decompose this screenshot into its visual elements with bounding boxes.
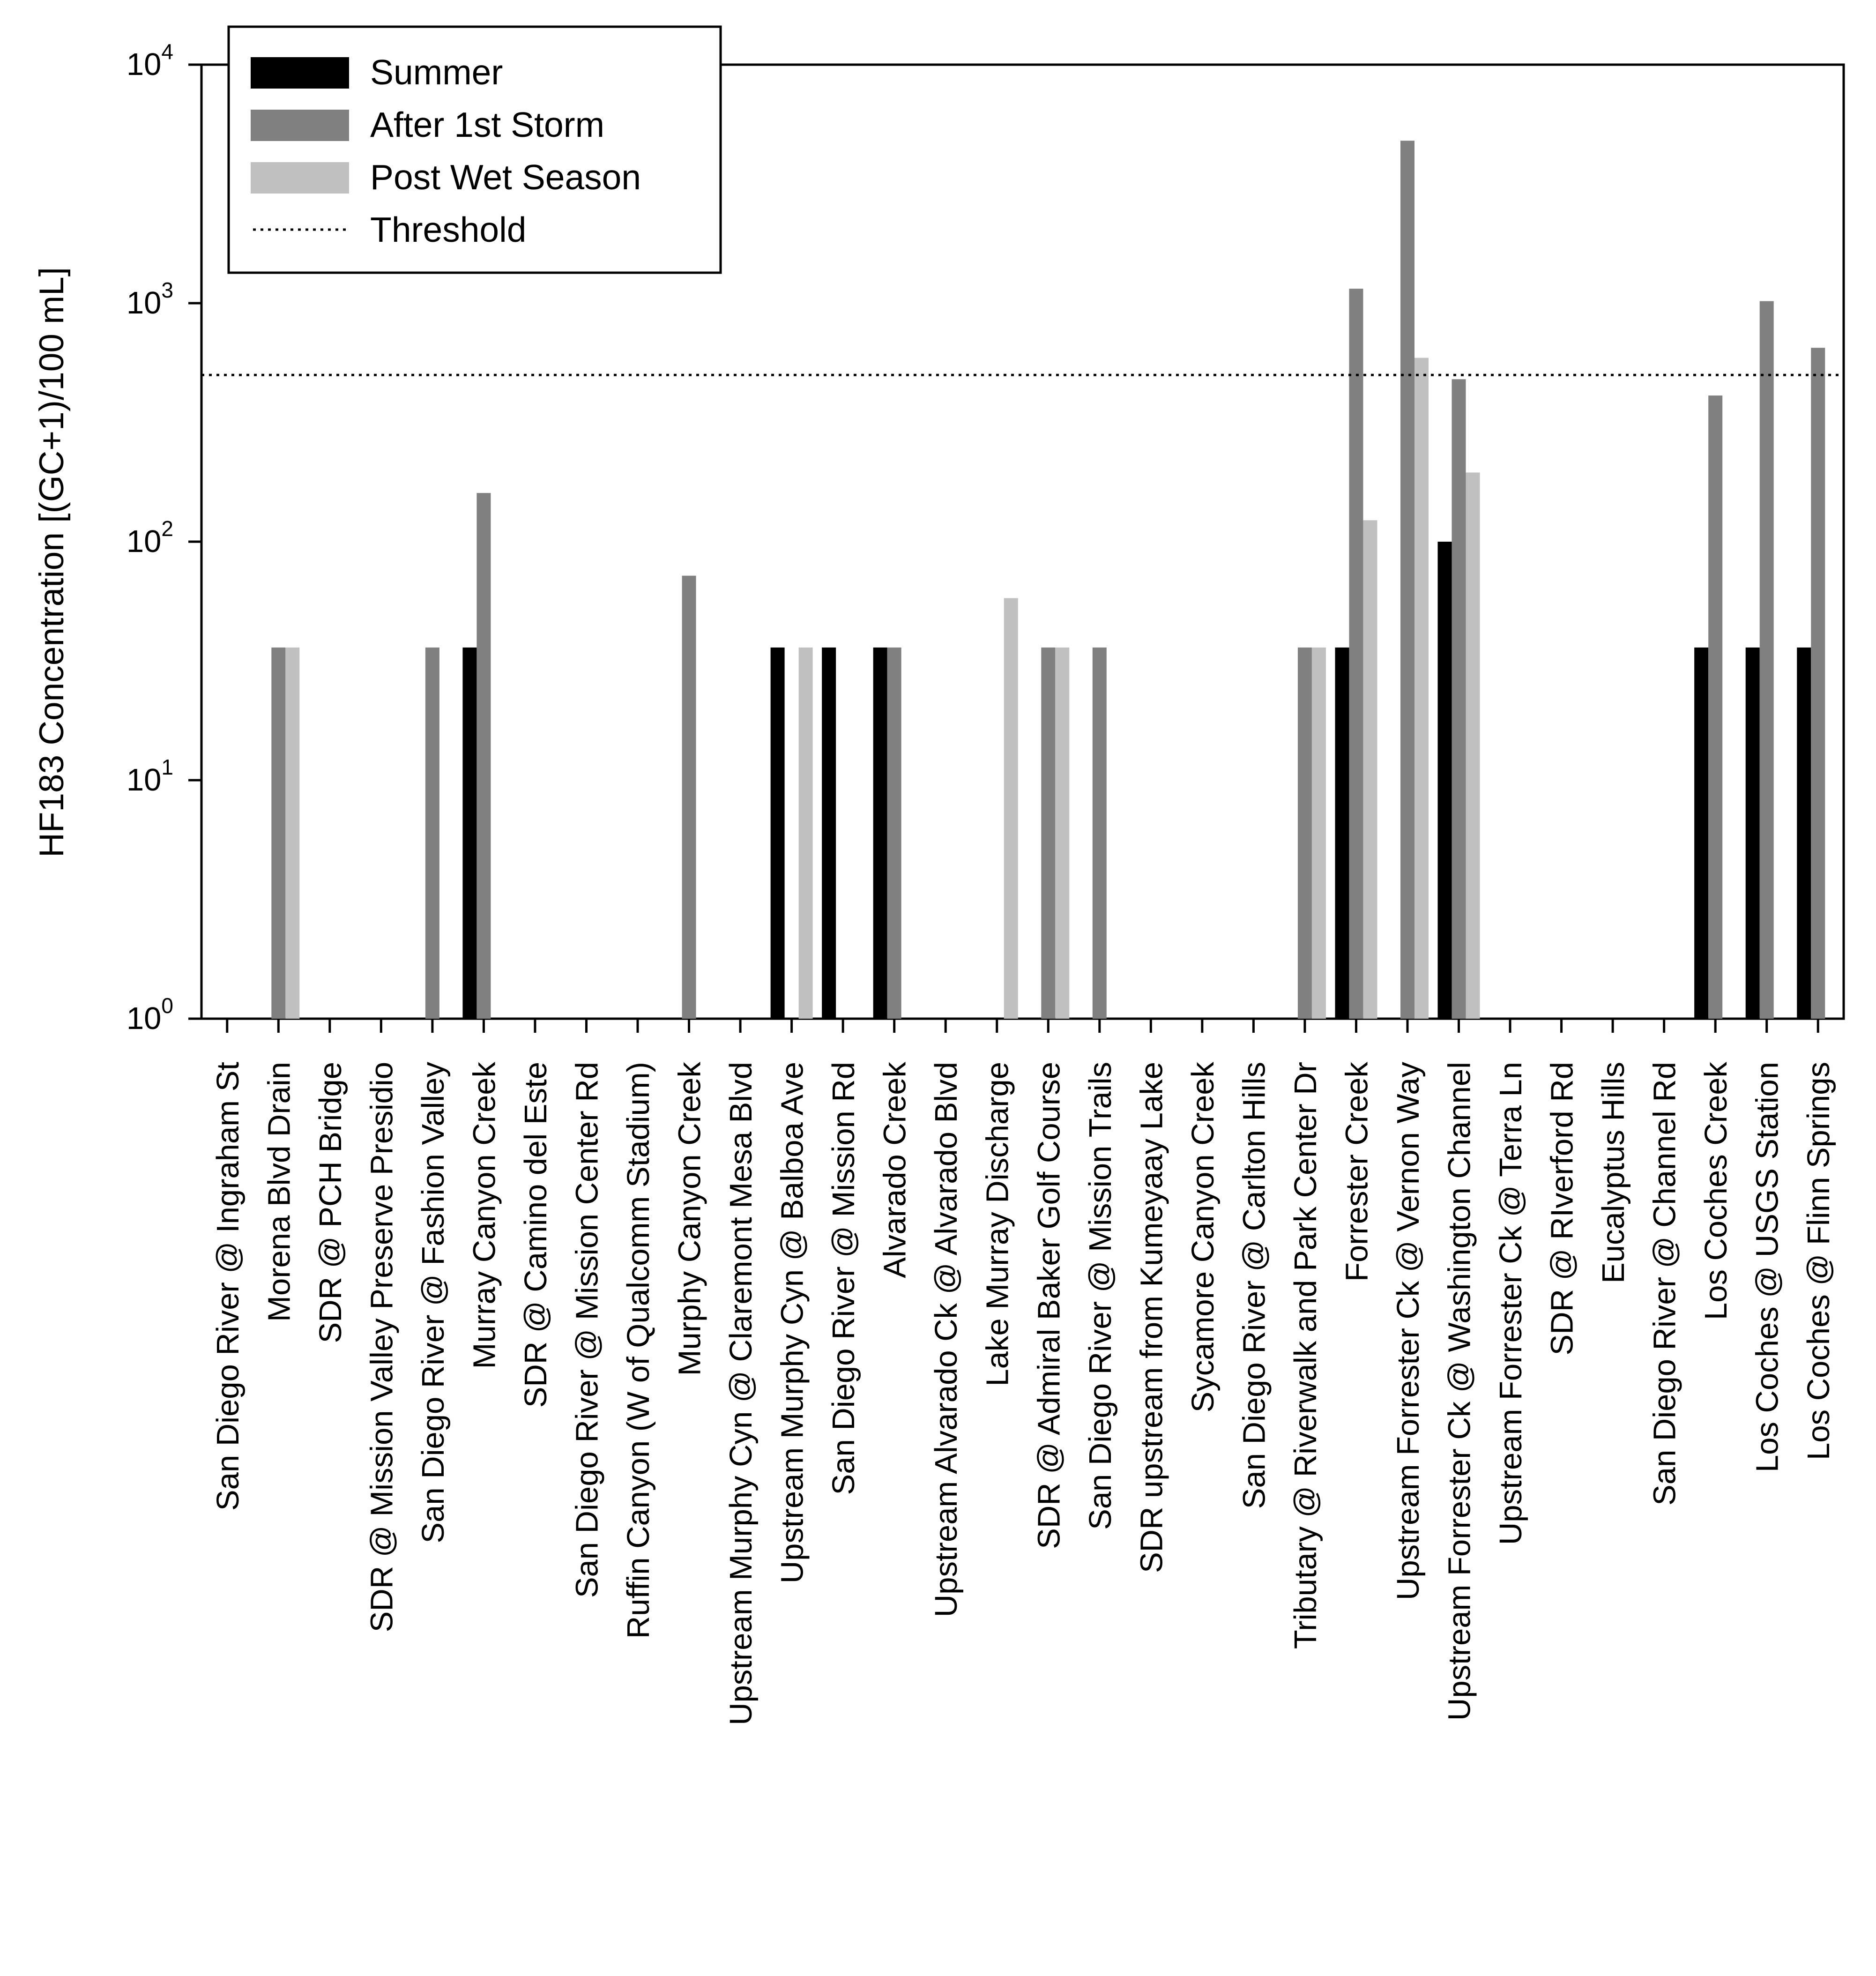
axes-layer: 100 101 102 103 104	[127, 39, 1845, 1036]
x-category-label: Murray Canyon Creek	[467, 1062, 502, 1369]
bar-post-wet-season	[1363, 520, 1377, 1019]
x-category-label: SDR upstream from Kumeyaay Lake	[1134, 1062, 1169, 1573]
legend-label-summer: Summer	[370, 52, 503, 92]
x-category-label: SDR @ PCH Bridge	[313, 1062, 348, 1343]
bar-summer	[770, 647, 785, 1019]
bar-after-1st-storm	[1092, 647, 1107, 1019]
x-category-label: San Diego River @ Mission Center Rd	[569, 1062, 604, 1598]
x-category-label: Upstream Forrester Ck @ Vernon Way	[1391, 1062, 1426, 1601]
legend-label-after-1st-storm: After 1st Storm	[370, 105, 604, 144]
y-tick-label: 100	[127, 993, 173, 1036]
x-category-label: San Diego River @ Ingraham St	[210, 1062, 246, 1511]
bar-after-1st-storm	[476, 493, 491, 1019]
y-tick-label: 104	[127, 39, 173, 82]
bar-summer	[1694, 647, 1709, 1019]
x-category-label: SDR @ RIverford Rd	[1545, 1062, 1580, 1356]
x-category-label: Alvarado Creek	[878, 1062, 913, 1278]
legend-swatch-after-1st-storm	[251, 110, 349, 141]
y-tick-label: 101	[127, 755, 173, 798]
x-category-label: San Diego River @ Mission Rd	[826, 1062, 861, 1495]
x-category-label: San Diego River @ Fashion Valley	[416, 1062, 451, 1544]
x-category-label: Tributary @ Riverwalk and Park Center Dr	[1288, 1062, 1323, 1649]
bar-post-wet-season	[1414, 358, 1429, 1019]
bar-summer	[873, 647, 887, 1019]
bar-after-1st-storm	[425, 647, 439, 1019]
bar-after-1st-storm	[887, 647, 901, 1019]
x-category-label: Forrester Creek	[1339, 1062, 1374, 1282]
x-category-label: Morena Blvd Drain	[261, 1062, 297, 1322]
x-category-label: Los Coches @ USGS Station	[1750, 1062, 1785, 1472]
x-category-label: Upstream Murphy Cyn @ Balboa Ave	[775, 1062, 810, 1583]
bar-after-1st-storm	[1708, 395, 1723, 1019]
bar-summer	[462, 647, 477, 1019]
x-category-label: SDR @ Mission Valley Preserve Presidio	[364, 1062, 399, 1632]
bar-summer	[1745, 647, 1760, 1019]
bar-after-1st-storm	[1297, 647, 1312, 1019]
bar-after-1st-storm	[1759, 301, 1774, 1019]
x-category-label: Lake Murray Discharge	[980, 1062, 1015, 1387]
x-category-label: Upstream Murphy Cyn @ Claremont Mesa Blv…	[723, 1062, 759, 1725]
bar-summer	[1437, 542, 1452, 1019]
x-category-label: SDR @ Camino del Este	[518, 1062, 553, 1408]
bar-post-wet-season	[798, 647, 813, 1019]
legend-label-post-wet-season: Post Wet Season	[370, 157, 641, 197]
legend-label-threshold: Threshold	[370, 210, 527, 249]
legend-swatch-post-wet-season	[251, 162, 349, 194]
category-labels-layer: San Diego River @ Ingraham St Morena Blvd…	[210, 1062, 1836, 1725]
y-axis-title: HF183 Concentration [(GC+1)/100 mL]	[33, 267, 71, 858]
bar-after-1st-storm	[682, 575, 696, 1019]
x-category-label: Ruffin Canyon (W of Qualcomm Stadium)	[621, 1062, 656, 1639]
bar-after-1st-storm	[1811, 348, 1825, 1019]
bar-post-wet-season	[1311, 647, 1326, 1019]
x-category-label: San Diego River @ Channel Rd	[1647, 1062, 1682, 1506]
bar-after-1st-storm	[1041, 647, 1056, 1019]
bar-post-wet-season	[1055, 647, 1070, 1019]
bar-post-wet-season	[1466, 472, 1480, 1019]
y-tick-label: 102	[127, 516, 173, 559]
x-category-label: Murphy Canyon Creek	[672, 1062, 707, 1376]
x-category-label: SDR @ Admiral Baker Golf Course	[1031, 1062, 1066, 1549]
bars-layer	[271, 141, 1825, 1019]
x-category-label: Upstream Alvarado Ck @ Alvarado Blvd	[929, 1062, 964, 1617]
x-category-label: Eucalyptus Hills	[1596, 1062, 1631, 1283]
bar-post-wet-season	[285, 647, 300, 1019]
y-tick-label: 103	[127, 278, 173, 321]
legend-swatch-summer	[251, 57, 349, 89]
x-category-label: Los Coches @ Flinn Springs	[1801, 1062, 1836, 1460]
bar-after-1st-storm	[1452, 379, 1466, 1019]
bar-post-wet-season	[1004, 598, 1018, 1019]
x-category-label: Upstream Forrester Ck @ Washington Chann…	[1442, 1062, 1477, 1721]
bar-summer	[822, 647, 836, 1019]
x-category-label: Los Coches Creek	[1698, 1062, 1734, 1320]
x-category-label: San Diego River @ Mission Trails	[1083, 1062, 1118, 1530]
bar-after-1st-storm	[1349, 289, 1363, 1019]
x-category-label: Sycamore Canyon Creek	[1185, 1062, 1221, 1413]
legend: Summer After 1st Storm Post Wet Season T…	[227, 25, 722, 274]
bar-after-1st-storm	[271, 647, 286, 1019]
bar-summer	[1335, 647, 1349, 1019]
x-category-label: Upstream Forrester Ck @ Terra Ln	[1493, 1062, 1528, 1545]
bar-summer	[1797, 647, 1811, 1019]
bar-after-1st-storm	[1400, 141, 1414, 1019]
x-category-label: San Diego River @ Carlton Hills	[1236, 1062, 1272, 1509]
